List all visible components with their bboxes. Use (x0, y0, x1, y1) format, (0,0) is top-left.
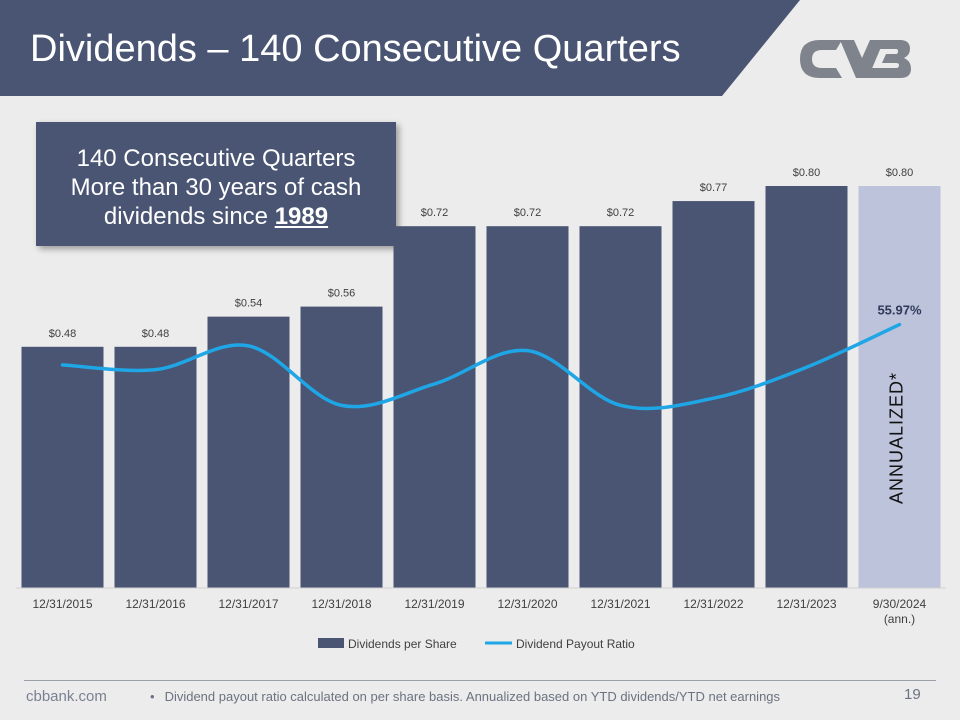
bar-12-31-2015 (21, 346, 104, 588)
legend-swatch-dividends (318, 638, 344, 648)
payout-ratio-label: 55.97% (877, 303, 922, 318)
bar-12-31-2017 (207, 316, 290, 588)
footnote: • Dividend payout ratio calculated on per… (150, 689, 780, 704)
x-tick-label: 9/30/2024 (873, 597, 927, 611)
annualized-annotation: ANNUALIZED* (886, 372, 906, 504)
bar-value-label: $0.77 (700, 182, 728, 194)
x-tick-label: 12/31/2019 (404, 597, 464, 611)
callout-line-1: 140 Consecutive Quarters (76, 145, 356, 172)
callout-line-3-text: dividends since (103, 203, 275, 230)
bar-value-label: $0.80 (793, 167, 821, 179)
x-tick-label: 12/31/2018 (311, 597, 371, 611)
x-tick-label: 12/31/2015 (32, 597, 92, 611)
bar-12-31-2022 (672, 201, 755, 588)
footer-divider (24, 680, 936, 681)
callout-box: 140 Consecutive Quarters More than 30 ye… (36, 122, 396, 246)
page-title: Dividends – 140 Consecutive Quarters (30, 28, 681, 70)
bar-value-label: $0.72 (514, 207, 542, 219)
bar-value-label: $0.56 (328, 288, 356, 300)
x-tick-label: 12/31/2016 (125, 597, 185, 611)
bar-value-label: $0.48 (49, 328, 77, 340)
x-tick-label: 12/31/2021 (590, 597, 650, 611)
callout-line-3: dividends since 1989 (36, 202, 396, 231)
dividends-chart: $0.48 $0.48 $0.54 $0.56 $0.72 $0.72 $0.72 $0.77… (16, 167, 946, 651)
bar-12-31-2023 (765, 186, 848, 588)
page-number: 19 (904, 686, 921, 703)
bar-9-30-2024 (858, 186, 941, 588)
x-tick-label: 12/31/2022 (683, 597, 743, 611)
x-tick-label: 12/31/2023 (776, 597, 836, 611)
bar-value-label: $0.72 (421, 207, 449, 219)
bar-value-label: $0.48 (142, 328, 170, 340)
bar-value-label: $0.80 (886, 167, 914, 179)
bar-12-31-2018 (300, 306, 383, 588)
x-tick-label: 12/31/2020 (497, 597, 557, 611)
footnote-bullet: • (150, 689, 155, 704)
callout-year: 1989 (274, 203, 329, 230)
cvb-logo-icon (800, 40, 911, 78)
bar-12-31-2016 (114, 346, 197, 588)
bar-12-31-2020 (486, 226, 569, 588)
bar-12-31-2019 (393, 226, 476, 588)
footnote-text: Dividend payout ratio calculated on per … (164, 689, 781, 704)
payout-ratio-line (60, 322, 902, 411)
bar-value-label: $0.54 (235, 298, 263, 310)
footer-website: cbbank.com (26, 688, 107, 705)
bar-value-label: $0.72 (607, 207, 635, 219)
legend-label-payout: Dividend Payout Ratio (516, 637, 635, 651)
x-tick-sublabel: (ann.) (884, 612, 915, 626)
header-band (0, 0, 800, 96)
legend-label-dividends: Dividends per Share (348, 637, 457, 651)
x-tick-label: 12/31/2017 (218, 597, 278, 611)
callout-line-2: More than 30 years of cash (70, 174, 362, 201)
